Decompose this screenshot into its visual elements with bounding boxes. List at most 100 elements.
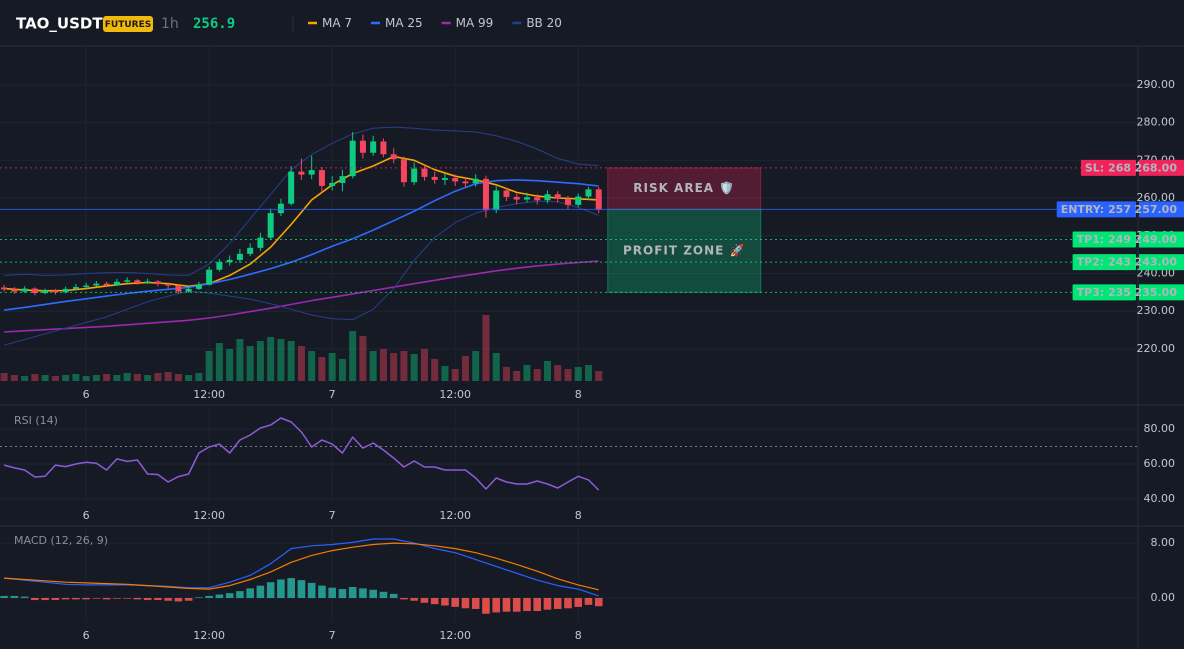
candle-body bbox=[206, 269, 213, 285]
y-tick-label: 40.00 bbox=[1144, 492, 1176, 505]
legend-label: MA 99 bbox=[456, 16, 494, 30]
histogram-bar bbox=[133, 597, 142, 600]
level-value: 243.00 bbox=[1135, 256, 1178, 269]
x-tick-label: 8 bbox=[575, 629, 582, 642]
histogram-bar bbox=[297, 580, 306, 598]
candle-body bbox=[216, 262, 223, 270]
interval: 1h bbox=[161, 16, 179, 32]
candle-body bbox=[165, 284, 172, 286]
macd-line bbox=[4, 542, 599, 591]
candle-body bbox=[236, 253, 243, 260]
candle-body bbox=[421, 168, 428, 177]
badge: FUTURES bbox=[105, 20, 151, 30]
histogram-bar bbox=[492, 597, 501, 613]
candle-body bbox=[585, 189, 592, 197]
histogram-bar bbox=[256, 585, 265, 598]
volume-bar bbox=[390, 353, 398, 381]
histogram-bar bbox=[154, 597, 162, 601]
histogram-bar bbox=[51, 597, 60, 601]
candle-body bbox=[11, 289, 18, 292]
candle-body bbox=[534, 197, 541, 201]
candle-body bbox=[318, 170, 325, 186]
candle-body bbox=[83, 285, 90, 288]
candle-body bbox=[298, 171, 305, 175]
candle-body bbox=[52, 290, 59, 293]
candle-body bbox=[411, 168, 418, 183]
candle-body bbox=[431, 176, 438, 180]
volume-bar bbox=[472, 351, 480, 381]
volume-bar bbox=[10, 375, 18, 381]
moving-average bbox=[4, 155, 599, 292]
histogram-bar bbox=[61, 597, 70, 600]
candle-body bbox=[277, 203, 284, 214]
histogram-bar bbox=[471, 597, 480, 609]
histogram-bar bbox=[359, 588, 367, 598]
level-value: 257.00 bbox=[1135, 203, 1178, 216]
volume-bar bbox=[226, 349, 234, 381]
volume-bar bbox=[523, 365, 531, 381]
histogram-bar bbox=[461, 597, 470, 609]
x-tick-label: 12:00 bbox=[439, 388, 471, 401]
volume-bar bbox=[308, 351, 316, 381]
y-tick-label: 80.00 bbox=[1144, 422, 1176, 435]
volume-bar bbox=[277, 339, 285, 381]
y-tick-label: 0.00 bbox=[1151, 591, 1176, 604]
volume-bar bbox=[482, 315, 490, 381]
bb-lower bbox=[3, 200, 599, 346]
candle-body bbox=[482, 178, 489, 211]
volume-bar bbox=[420, 349, 428, 381]
candle-body bbox=[441, 178, 448, 180]
histogram-bar bbox=[184, 597, 193, 601]
zone-label: RISK AREA 🛡️ bbox=[633, 181, 735, 195]
histogram-bar bbox=[41, 597, 49, 601]
legend-label: MA 7 bbox=[322, 16, 352, 30]
x-tick-label: 6 bbox=[83, 629, 90, 642]
volume-bar bbox=[328, 353, 336, 381]
histogram-bar bbox=[564, 597, 572, 609]
histogram-bar bbox=[482, 597, 490, 614]
candle-body bbox=[308, 170, 315, 175]
volume-bar bbox=[400, 351, 408, 381]
volume-bar bbox=[502, 367, 510, 381]
volume-bar bbox=[451, 369, 459, 381]
candle-body bbox=[564, 198, 571, 205]
histogram-bar bbox=[400, 597, 408, 600]
macd-line bbox=[4, 538, 599, 597]
level-value: 268.00 bbox=[1135, 161, 1178, 174]
x-tick-label: 8 bbox=[575, 388, 582, 401]
candle-body bbox=[1, 287, 8, 290]
x-tick-label: 7 bbox=[329, 388, 336, 401]
candle-body bbox=[226, 259, 233, 263]
level-value: 235.00 bbox=[1135, 286, 1178, 299]
histogram-bar bbox=[410, 597, 418, 601]
x-tick-label: 7 bbox=[329, 509, 336, 522]
histogram-bar bbox=[533, 597, 542, 612]
candle-body bbox=[267, 213, 274, 238]
candle-body bbox=[380, 141, 387, 155]
histogram-bar bbox=[584, 597, 593, 605]
y-tick-label: 8.00 bbox=[1151, 536, 1176, 549]
histogram-bar bbox=[225, 593, 234, 598]
volume-bar bbox=[297, 346, 305, 381]
histogram-bar bbox=[20, 596, 29, 598]
badge-bg bbox=[103, 16, 153, 32]
histogram-bar bbox=[307, 582, 316, 598]
histogram-bar bbox=[328, 587, 336, 598]
candle-body bbox=[134, 280, 141, 283]
y-tick-label: 220.00 bbox=[1137, 342, 1176, 355]
x-tick-label: 12:00 bbox=[439, 509, 471, 522]
volume-bar bbox=[62, 375, 70, 381]
level-value: 249.00 bbox=[1135, 233, 1178, 246]
histogram-bar bbox=[523, 597, 531, 612]
candle-body bbox=[195, 284, 202, 289]
histogram-bar bbox=[10, 595, 19, 598]
histogram-bar bbox=[0, 595, 8, 598]
volume-bar bbox=[267, 337, 275, 381]
histogram-bar bbox=[338, 589, 347, 598]
legend: MA 7 MA 25 MA 99 BB 20 bbox=[308, 16, 562, 30]
volume-bar bbox=[543, 361, 551, 381]
x-tick-label: 8 bbox=[575, 509, 582, 522]
candle-body bbox=[503, 190, 510, 197]
volume-bar bbox=[72, 374, 80, 381]
volume-bar bbox=[554, 365, 562, 381]
